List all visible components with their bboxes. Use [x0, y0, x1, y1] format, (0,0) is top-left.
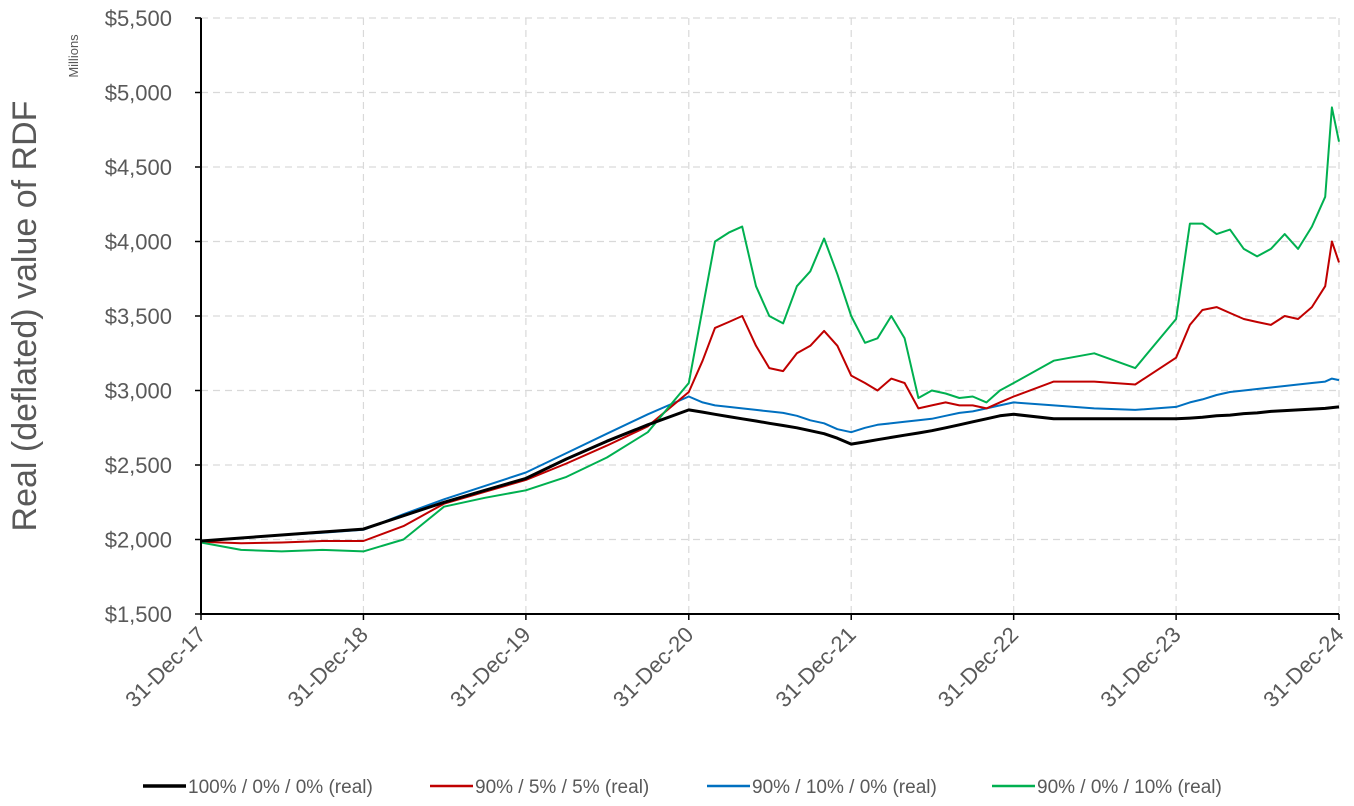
y-tick-label: $2,500 [105, 453, 172, 478]
series-line-1 [200, 405, 1340, 543]
y-tick-label: $5,000 [105, 81, 172, 106]
y-tick-label: $3,500 [105, 304, 172, 329]
legend-label: 90% / 10% / 0% (real) [752, 777, 937, 798]
legend: 100% / 0% / 0% (real) 90% / 5% / 5% (real… [143, 777, 1222, 798]
y-tick-label: $5,500 [105, 6, 172, 31]
y-tick-label: $3,000 [105, 379, 172, 404]
x-tick-label: 31-Dec-21 [770, 622, 860, 712]
x-tick-label: 31-Dec-20 [608, 622, 698, 712]
legend-label: 90% / 5% / 5% (real) [475, 777, 649, 798]
y-tick-label: $4,500 [105, 155, 172, 180]
y-tick-label: $1,500 [105, 602, 172, 627]
y-tick-label: $2,000 [105, 528, 172, 553]
y-tick-label: $4,000 [105, 230, 172, 255]
y-axis-title: Real (deflated) value of RDF [6, 101, 44, 532]
series-line-4 [200, 106, 1340, 553]
series-line-2 [200, 240, 1340, 545]
series-lines [200, 106, 1340, 553]
x-tick-label: 31-Dec-24 [1258, 622, 1348, 712]
x-tick-label: 31-Dec-17 [120, 622, 210, 712]
legend-label: 90% / 0% / 10% (real) [1037, 777, 1222, 798]
y-axis-units-label: Millions [66, 34, 81, 78]
x-tick-label: 31-Dec-18 [283, 622, 373, 712]
y-axis-ticks: $1,500 $2,000 $2,500 $3,000 $3,500 $4,000 $4,5… [105, 6, 201, 627]
series-line-3 [200, 377, 1340, 542]
x-tick-label: 31-Dec-19 [445, 622, 535, 712]
x-tick-label: 31-Dec-23 [1095, 622, 1185, 712]
x-tick-label: 31-Dec-22 [933, 622, 1023, 712]
legend-label: 100% / 0% / 0% (real) [188, 777, 373, 798]
x-axis-ticks: 31-Dec-17 31-Dec-18 31-Dec-19 31-Dec-20 31-D… [120, 614, 1349, 712]
